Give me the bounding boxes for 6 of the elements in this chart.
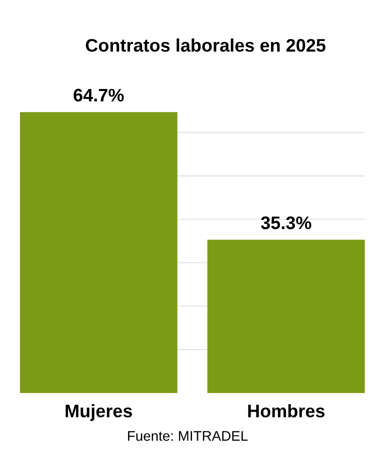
data-label: 64.7%	[74, 88, 124, 102]
x-tick-label: Mujeres	[66, 404, 132, 421]
chart-title: Contratos laborales en 2025	[86, 38, 326, 52]
source-note: Fuente: MITRADEL	[128, 431, 248, 441]
data-label: 35.3%	[260, 216, 312, 230]
x-tick-label: Hombres	[248, 404, 325, 418]
